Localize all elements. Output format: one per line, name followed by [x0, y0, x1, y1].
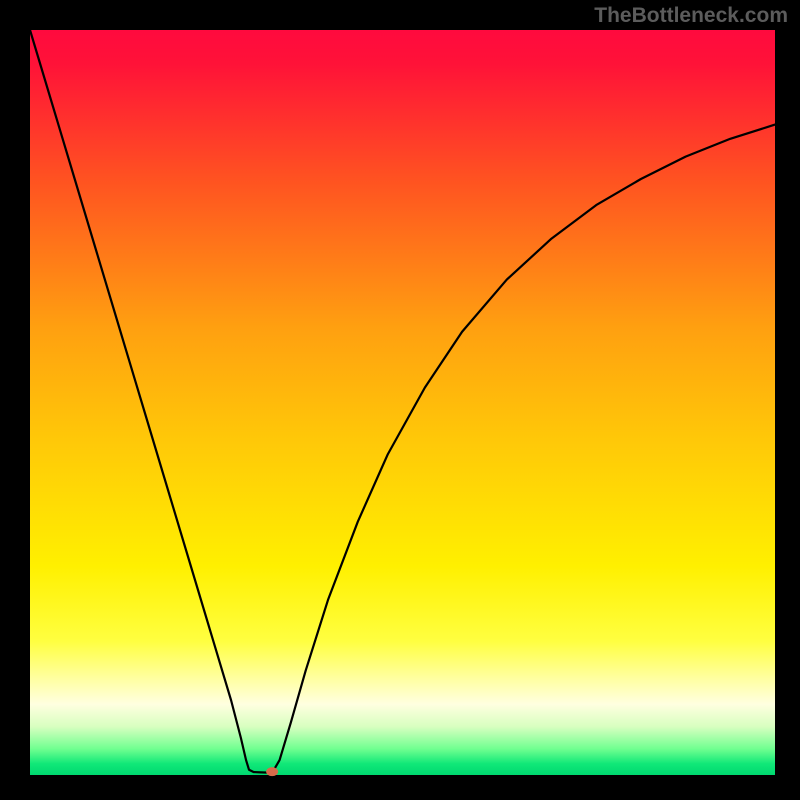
- optimum-marker: [266, 767, 278, 776]
- bottleneck-chart: [0, 0, 800, 800]
- watermark-text: TheBottleneck.com: [594, 4, 788, 28]
